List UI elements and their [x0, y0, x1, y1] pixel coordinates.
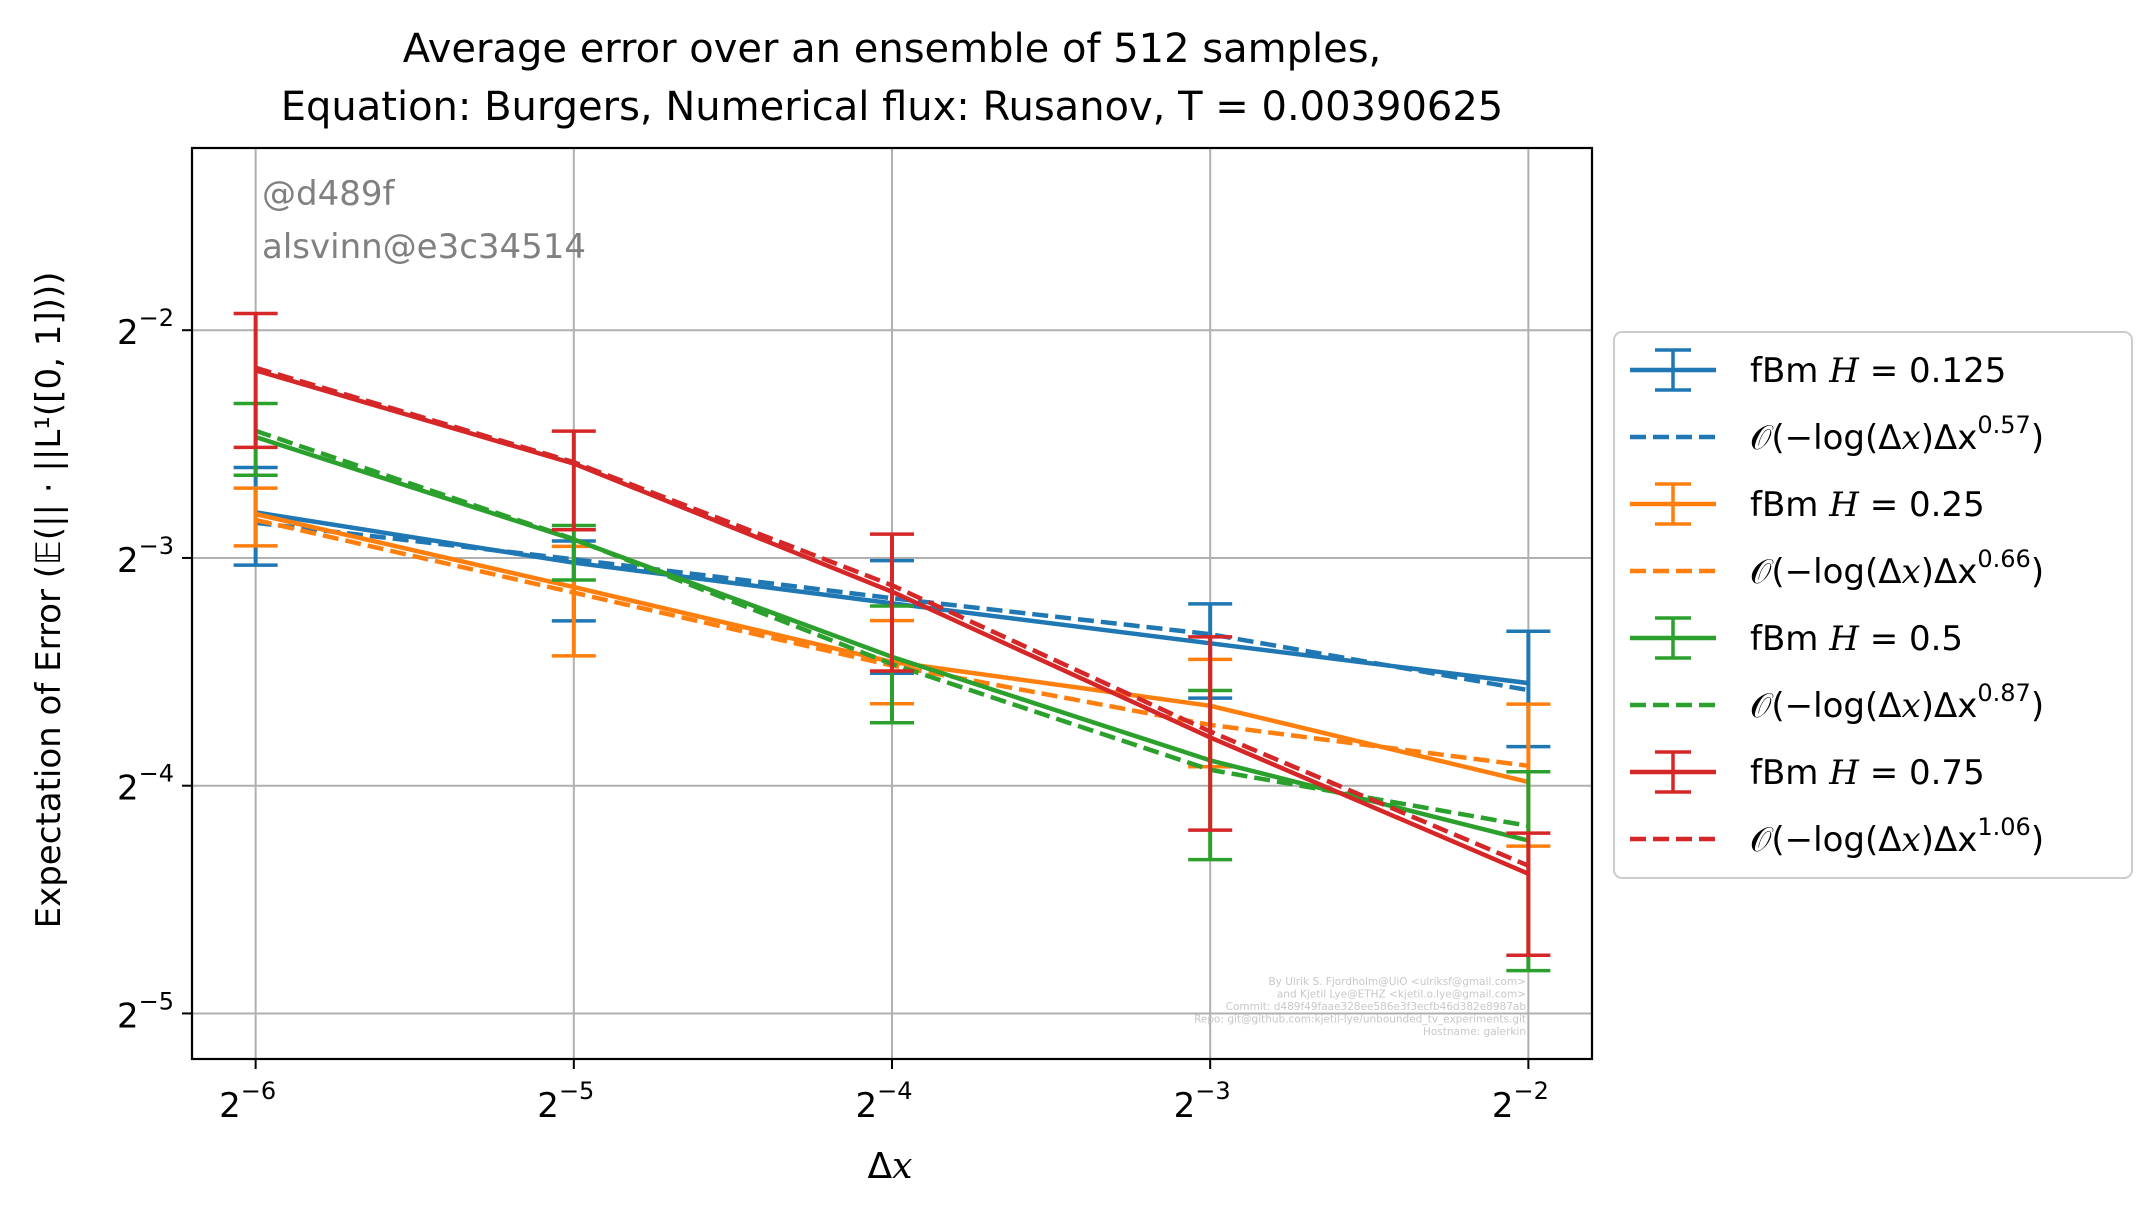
- credit-line: By Ulrik S. Fjordholm@UiO <ulriksf@gmail…: [1268, 976, 1526, 988]
- fit-line: [254, 365, 1530, 868]
- x-tick-exponent: −6: [241, 1077, 276, 1105]
- legend-label: fBm H = 0.125: [1750, 351, 2006, 391]
- legend-handle: [1630, 348, 1716, 392]
- x-tick-exponent: −4: [877, 1077, 912, 1105]
- y-ticks: 2−22−32−42−5: [117, 304, 192, 1036]
- y-tick-exponent: −3: [139, 532, 174, 560]
- chart-title-line-2: Equation: Burgers, Numerical flux: Rusan…: [281, 84, 1504, 130]
- y-tick-label: 2−2: [117, 304, 174, 353]
- y-tick-exponent: −4: [139, 760, 174, 788]
- series-layer: [233, 311, 1551, 973]
- x-tick-label: 2−6: [219, 1077, 276, 1126]
- x-tick-label: 2−2: [1492, 1077, 1549, 1126]
- x-tick-label: 2−3: [1174, 1077, 1231, 1126]
- legend-label: 𝒪(−log(Δx)Δx0.87): [1750, 679, 2044, 726]
- legend-label: 𝒪(−log(Δx)Δx0.66): [1750, 545, 2044, 592]
- y-tick-label: 2−4: [117, 760, 174, 809]
- legend-label: fBm H = 0.5: [1750, 619, 1963, 659]
- chart-title-line-1: Average error over an ensemble of 512 sa…: [403, 26, 1382, 72]
- x-tick-label: 2−5: [537, 1077, 594, 1126]
- x-tick-base: 2: [855, 1086, 877, 1126]
- legend-handle: [1630, 750, 1716, 794]
- credit-line: Repo: git@github.com:kjetil-lye/unbounde…: [1194, 1014, 1526, 1026]
- credit-line: Commit: d489f49faae328ee586e3f3ecfb46d38…: [1226, 1001, 1527, 1013]
- x-tick-label: 2−4: [855, 1077, 912, 1126]
- y-tick-exponent: −2: [139, 304, 174, 332]
- y-tick-label: 2−3: [117, 532, 174, 581]
- legend-handle: [1630, 616, 1716, 660]
- x-ticks: 2−6 2−5 2−4 2−3 2−2: [219, 1059, 1549, 1126]
- x-tick-exponent: −2: [1513, 1077, 1548, 1105]
- credit-line: Hostname: galerkin: [1423, 1026, 1526, 1038]
- x-tick-exponent: −3: [1195, 1077, 1230, 1105]
- fit-line: [255, 520, 1529, 693]
- credits: By Ulrik S. Fjordholm@UiO <ulriksf@gmail…: [1194, 976, 1526, 1038]
- legend: fBm H = 0.125 𝒪(−log(Δx)Δx0.57) fBm H = 0.…: [1613, 331, 2133, 879]
- legend-label: 𝒪(−log(Δx)Δx1.06): [1750, 813, 2044, 860]
- annotation-build: alsvinn@e3c34514: [262, 227, 586, 267]
- x-tick-base: 2: [1174, 1086, 1196, 1126]
- legend-label: fBm H = 0.25: [1750, 485, 1985, 525]
- x-tick-exponent: −5: [559, 1077, 594, 1105]
- y-tick-exponent: −5: [139, 987, 174, 1015]
- series-7: [254, 365, 1530, 868]
- annotation-hash: @d489f: [262, 174, 395, 214]
- legend-handle: [1630, 482, 1716, 526]
- y-tick-base: 2: [117, 769, 139, 809]
- series-1: [255, 520, 1529, 693]
- x-tick-base: 2: [1492, 1086, 1514, 1126]
- y-axis-label-text: Expectation of Error (𝔼(|| · ||L¹([0, 1]…: [29, 272, 69, 929]
- legend-label: fBm H = 0.75: [1750, 753, 1985, 793]
- y-axis-label: Expectation of Error (𝔼(|| · ||L¹([0, 1]…: [29, 272, 69, 929]
- y-tick-base: 2: [117, 541, 139, 581]
- legend-label: 𝒪(−log(Δx)Δx0.57): [1750, 411, 2044, 458]
- x-axis-label: Δx: [868, 1146, 913, 1187]
- x-tick-base: 2: [537, 1086, 559, 1126]
- y-tick-label: 2−5: [117, 987, 174, 1036]
- x-tick-base: 2: [219, 1086, 241, 1126]
- y-tick-base: 2: [117, 313, 139, 353]
- credit-line: and Kjetil Lye@ETHZ <kjetil.o.lye@gmail.…: [1277, 989, 1526, 1001]
- legend-frame: [1613, 331, 2133, 879]
- y-tick-base: 2: [117, 996, 139, 1036]
